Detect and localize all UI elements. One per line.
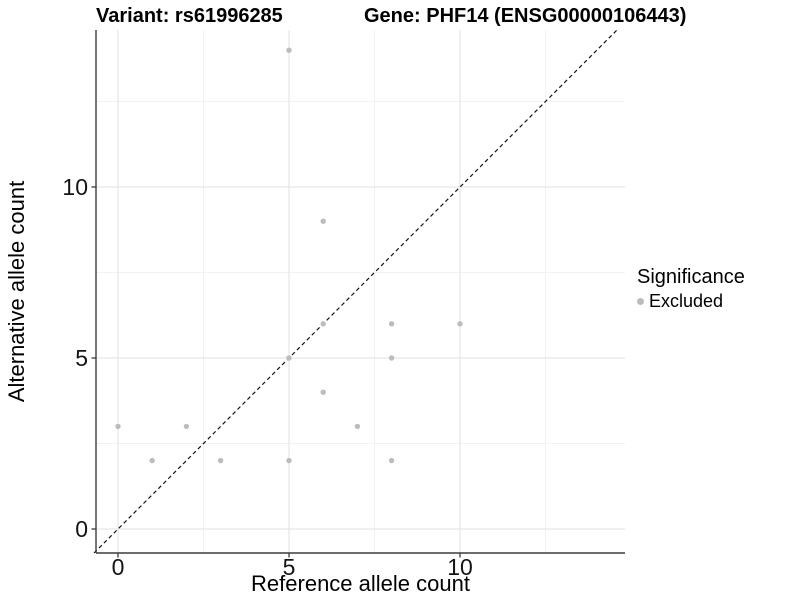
legend-item-label: Excluded	[649, 291, 724, 311]
data-point	[320, 389, 326, 395]
data-point	[217, 457, 224, 464]
data-point	[115, 423, 121, 430]
data-point	[149, 457, 155, 464]
data-point	[286, 457, 292, 464]
y-axis-title: Alternative allele count	[4, 181, 29, 402]
data-point	[320, 218, 326, 224]
variant-title: Variant: rs61996285	[96, 5, 283, 27]
y-tick-label: 10	[62, 174, 88, 200]
data-point	[388, 355, 395, 361]
data-point	[388, 457, 395, 464]
x-tick-label: 10	[447, 554, 473, 580]
identity-line	[93, 29, 618, 554]
legend-point-icon	[637, 297, 644, 305]
data-point	[320, 321, 326, 327]
data-point	[457, 321, 463, 327]
legend-item-excluded: Excluded	[637, 290, 799, 312]
y-tick-label: 0	[75, 516, 88, 542]
data-point	[183, 423, 190, 430]
x-tick-label: 5	[283, 554, 296, 580]
gene-title: Gene: PHF14 (ENSG00000106443)	[364, 5, 687, 27]
legend-title: Significance	[637, 266, 745, 288]
legend: Significance Excluded	[637, 265, 799, 312]
data-point	[286, 355, 292, 361]
x-tick-label: 0	[112, 554, 125, 580]
x-axis-title: Reference allele count	[251, 571, 470, 596]
data-point	[354, 423, 361, 430]
data-point	[388, 321, 395, 327]
data-point	[286, 47, 292, 53]
y-tick-label: 5	[75, 345, 88, 371]
